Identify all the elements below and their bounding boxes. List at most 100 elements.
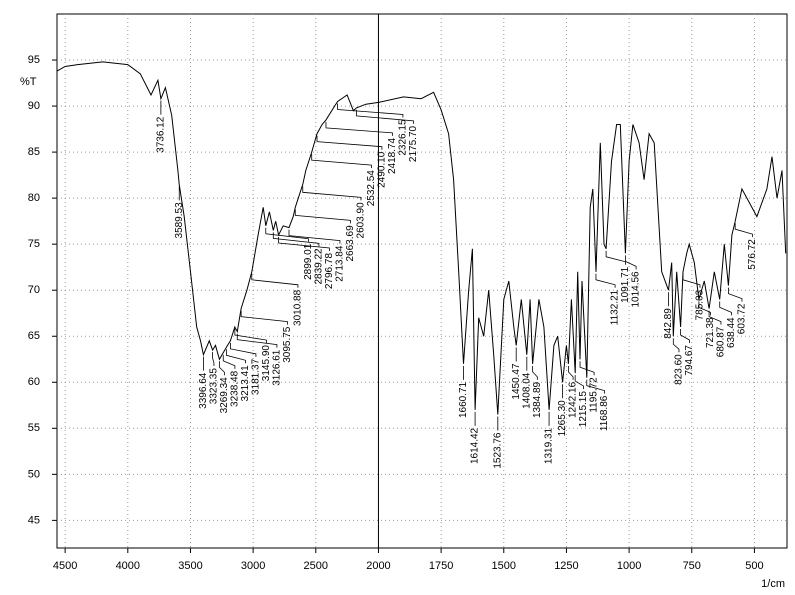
x-tick-label: 1250 [554,560,578,572]
peak-label: 1215.15 [578,391,589,428]
x-axis-label: 1/cm [761,578,785,590]
x-tick-label: 1000 [617,560,641,572]
x-tick-label: 3000 [241,560,265,572]
y-tick-label: 70 [28,284,40,296]
peak-leader [251,273,299,288]
peak-leader [680,329,690,344]
y-tick-label: 80 [28,192,40,204]
peak-label: 2603.90 [356,202,367,239]
peak-label: 2839.22 [314,248,325,285]
peak-leader [728,287,743,302]
y-tick-label: 55 [28,422,40,434]
peak-leader [698,301,711,316]
peak-label: 3145.90 [261,345,272,382]
peak-label: 3269.34 [219,377,230,414]
peak-label: 1091.71 [620,266,631,303]
peak-leader [288,229,341,244]
peak-leader [325,121,393,136]
x-tick-label: 2000 [366,560,390,572]
y-tick-label: 90 [28,100,40,112]
peak-leader [625,255,637,270]
peak-leader [708,310,722,325]
peak-label: 2326.15 [398,119,409,156]
peak-label: 1168.86 [599,395,610,431]
peak-label: 603.72 [737,303,748,334]
peak-leader [278,236,330,251]
peak-label: 2713.84 [335,245,346,282]
peak-label: 3238.48 [230,370,241,407]
y-tick-label: 65 [28,330,40,342]
peak-leader [719,301,732,316]
peak-leader [356,109,414,124]
peak-label: 794.67 [684,345,695,376]
x-tick-label: 4000 [116,560,140,572]
peak-label: 1384.89 [532,381,543,418]
peak-label: 2899.01 [303,243,314,280]
peak-leader [532,365,538,380]
peak-label: 680.87 [716,326,727,357]
peak-label: 2796.78 [324,253,335,290]
peak-leader [579,361,595,376]
peak-label: 2418.74 [387,137,398,174]
peak-label: 2175.70 [408,125,419,162]
peak-leader [234,329,267,344]
y-tick-label: 50 [28,468,40,480]
peak-label: 1523.76 [492,432,503,469]
peak-leader [222,354,236,369]
peak-label: 3396.64 [198,372,209,409]
peak-label: 576.72 [747,239,758,270]
x-tick-label: 3500 [178,560,202,572]
peak-leader [586,379,605,394]
x-tick-label: 4500 [53,560,77,572]
peak-label: 3736.12 [156,116,167,153]
peak-leader [229,342,257,357]
peak-label: 1195.72 [589,377,600,413]
x-tick-label: 1750 [429,560,453,572]
peak-label: 3010.88 [293,289,304,326]
peak-leader [311,154,372,169]
peak-leader [218,361,225,376]
peak-label: 2490.10 [377,151,388,188]
peak-leader [337,103,404,118]
peak-label: 1614.42 [470,427,481,464]
x-tick-label: 500 [745,560,763,572]
peak-label: 842.89 [663,308,674,339]
peak-leader [240,310,288,325]
y-tick-label: 85 [28,146,40,158]
peak-label: 1242.16 [568,381,579,418]
peak-label: 1319.31 [544,427,555,464]
x-tick-label: 750 [683,560,701,572]
peak-label: 3095.75 [282,326,293,363]
peak-label: 1660.71 [458,381,469,418]
peak-leader [302,186,362,201]
spectrum-line [56,61,787,415]
y-tick-label: 75 [28,238,40,250]
y-tick-label: 60 [28,376,40,388]
peak-label: 3181.37 [251,358,262,395]
peak-leader [236,333,278,348]
y-tick-label: 95 [28,54,40,66]
peak-leader [595,273,616,288]
peak-leader [265,227,309,242]
peak-label: 3126.61 [272,349,283,386]
peak-leader [272,232,320,247]
x-tick-label: 2500 [304,560,328,572]
peak-label: 3323.35 [209,368,220,405]
peak-label: 1265.30 [557,400,568,437]
peak-label: 1014.56 [631,271,642,308]
peak-label: 721.38 [705,317,716,348]
peak-leader [316,135,383,150]
peak-leader [212,352,215,367]
peak-label: 2532.54 [366,170,377,207]
peak-label: 1450.47 [511,363,522,400]
y-axis-label: %T [20,76,37,88]
peak-leader [672,338,680,353]
peak-label: 3213.41 [240,365,251,402]
peak-leader [734,223,753,238]
peak-label: 1132.21 [610,289,621,325]
peak-label: 1408.04 [521,372,532,409]
peak-leader [294,209,351,224]
peak-label: 2663.69 [345,225,356,262]
peak-leader [574,375,584,390]
